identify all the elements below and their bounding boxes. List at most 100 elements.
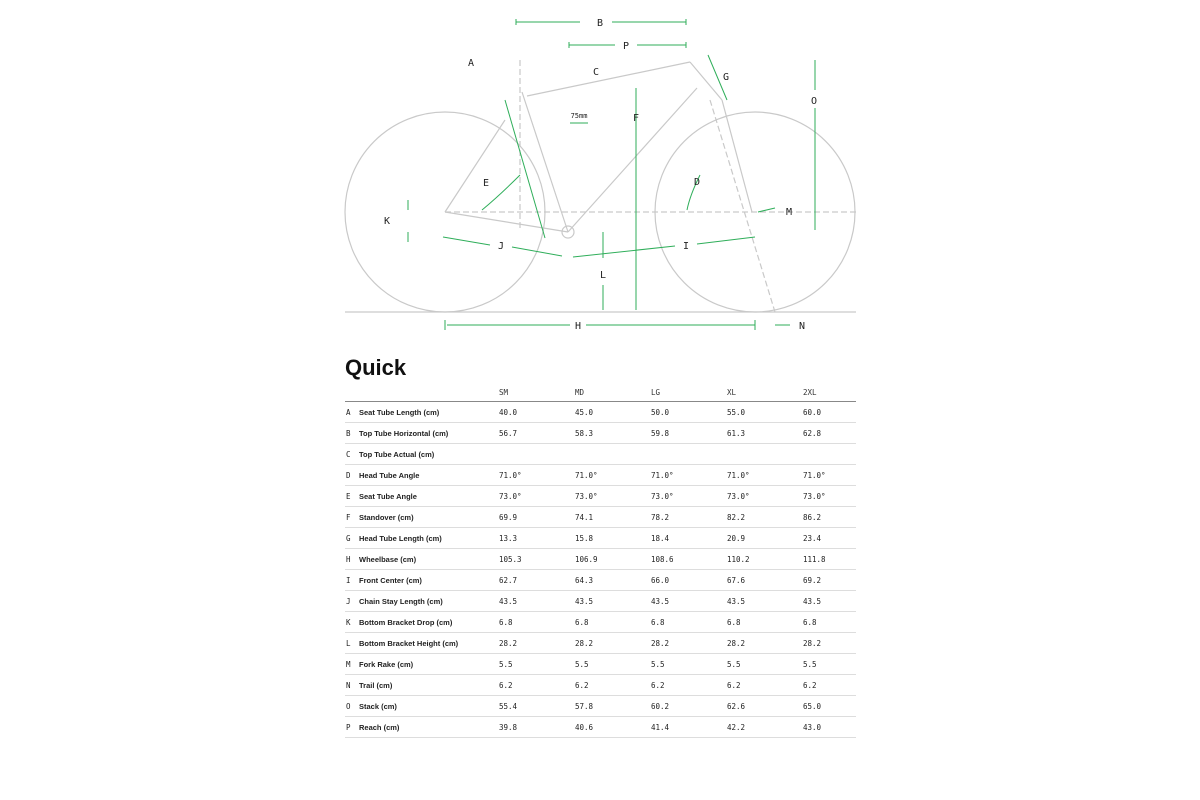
- dimension-labels: B P A C G O F 75mm E D M K J I L H N: [384, 18, 817, 332]
- row-value: 73.0°: [650, 485, 726, 507]
- row-value: 6.2: [574, 674, 650, 696]
- row-value: 6.8: [802, 611, 856, 633]
- row-key: O: [345, 695, 358, 717]
- row-key: A: [345, 401, 358, 423]
- row-value: 73.0°: [498, 485, 574, 507]
- bike-frame: [344, 60, 856, 313]
- geometry-table: SM MD LG XL 2XL A Seat Tube Length (cm) 40.0 45…: [345, 384, 856, 738]
- row-value: 43.5: [498, 590, 574, 612]
- row-value: 6.8: [650, 611, 726, 633]
- row-value: 71.0°: [574, 464, 650, 486]
- row-value: 43.5: [650, 590, 726, 612]
- page-title: Quick: [345, 355, 407, 380]
- table-row: B Top Tube Horizontal (cm) 56.7 58.3 59.8 61.…: [345, 422, 856, 444]
- row-value: 6.8: [574, 611, 650, 633]
- row-value: 43.5: [574, 590, 650, 612]
- row-value: 39.8: [498, 716, 574, 738]
- row-value: 57.8: [574, 695, 650, 717]
- row-key: G: [345, 527, 358, 549]
- row-value: 15.8: [574, 527, 650, 549]
- row-name: Stack (cm): [358, 695, 498, 717]
- table-row: C Top Tube Actual (cm): [345, 443, 856, 465]
- table-row: G Head Tube Length (cm) 13.3 15.8 18.4 20.9 23…: [345, 527, 856, 549]
- table-row: M Fork Rake (cm) 5.5 5.5 5.5 5.5 5.5: [345, 653, 856, 675]
- label-P: P: [623, 41, 629, 52]
- row-value: 56.7: [498, 422, 574, 444]
- label-J: J: [498, 241, 504, 252]
- table-row: P Reach (cm) 39.8 40.6 41.4 42.2 43.0: [345, 716, 856, 738]
- row-name: Top Tube Actual (cm): [358, 443, 498, 465]
- row-value: 23.4: [802, 527, 856, 549]
- row-value: 73.0°: [574, 485, 650, 507]
- row-name: Head Tube Length (cm): [358, 527, 498, 549]
- row-value: 78.2: [650, 506, 726, 528]
- label-75mm: 75mm: [571, 112, 588, 120]
- row-key: F: [345, 506, 358, 528]
- row-value: 82.2: [726, 506, 802, 528]
- row-value: [650, 443, 726, 465]
- row-key: C: [345, 443, 358, 465]
- row-value: 6.2: [726, 674, 802, 696]
- row-name: Seat Tube Length (cm): [358, 401, 498, 423]
- row-value: 59.8: [650, 422, 726, 444]
- label-I: I: [683, 241, 689, 252]
- label-B: B: [597, 18, 603, 29]
- row-name: Front Center (cm): [358, 569, 498, 591]
- row-name: Wheelbase (cm): [358, 548, 498, 570]
- row-value: 66.0: [650, 569, 726, 591]
- row-key: N: [345, 674, 358, 696]
- row-value: [574, 443, 650, 465]
- row-value: 55.4: [498, 695, 574, 717]
- row-value: 5.5: [726, 653, 802, 675]
- label-H: H: [575, 321, 581, 332]
- row-value: 45.0: [574, 401, 650, 423]
- row-value: 108.6: [650, 548, 726, 570]
- row-value: 65.0: [802, 695, 856, 717]
- row-value: 74.1: [574, 506, 650, 528]
- label-A: A: [468, 58, 474, 69]
- row-value: 5.5: [650, 653, 726, 675]
- row-value: [498, 443, 574, 465]
- row-value: 18.4: [650, 527, 726, 549]
- row-key: E: [345, 485, 358, 507]
- row-value: 58.3: [574, 422, 650, 444]
- row-value: 13.3: [498, 527, 574, 549]
- row-value: 60.0: [802, 401, 856, 423]
- row-value: [726, 443, 802, 465]
- table-row: H Wheelbase (cm) 105.3 106.9 108.6 110.2 111.8: [345, 548, 856, 570]
- row-value: 28.2: [650, 632, 726, 654]
- row-key: B: [345, 422, 358, 444]
- row-name: Seat Tube Angle: [358, 485, 498, 507]
- row-value: 28.2: [498, 632, 574, 654]
- row-value: 71.0°: [650, 464, 726, 486]
- label-E: E: [483, 178, 489, 189]
- row-value: 50.0: [650, 401, 726, 423]
- column-header-2xl: 2XL: [802, 384, 856, 402]
- row-value: 73.0°: [726, 485, 802, 507]
- row-value: 110.2: [726, 548, 802, 570]
- row-value: 43.5: [802, 590, 856, 612]
- row-key: D: [345, 464, 358, 486]
- row-value: 28.2: [726, 632, 802, 654]
- row-value: 43.5: [726, 590, 802, 612]
- row-value: 6.2: [650, 674, 726, 696]
- row-name: Reach (cm): [358, 716, 498, 738]
- label-C: C: [593, 67, 599, 78]
- table-row: I Front Center (cm) 62.7 64.3 66.0 67.6 69.2: [345, 569, 856, 591]
- column-header-lg: LG: [650, 384, 726, 402]
- column-header-sm: SM: [498, 384, 574, 402]
- row-value: 6.2: [802, 674, 856, 696]
- table-row: A Seat Tube Length (cm) 40.0 45.0 50.0 55.0 60…: [345, 401, 856, 423]
- table-row: J Chain Stay Length (cm) 43.5 43.5 43.5 43.5 4…: [345, 590, 856, 612]
- row-value: 71.0°: [726, 464, 802, 486]
- row-key: H: [345, 548, 358, 570]
- row-value: 5.5: [802, 653, 856, 675]
- row-value: 40.6: [574, 716, 650, 738]
- row-key: K: [345, 611, 358, 633]
- label-M: M: [786, 207, 792, 218]
- table-row: F Standover (cm) 69.9 74.1 78.2 82.2 86.2: [345, 506, 856, 528]
- row-value: 69.2: [802, 569, 856, 591]
- row-value: 86.2: [802, 506, 856, 528]
- row-value: 28.2: [802, 632, 856, 654]
- row-value: 60.2: [650, 695, 726, 717]
